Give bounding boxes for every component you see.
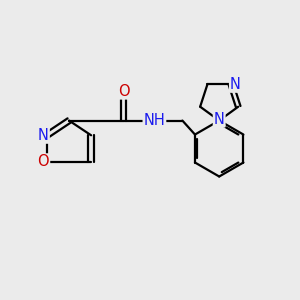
Text: O: O [38, 154, 49, 169]
Text: NH: NH [143, 113, 165, 128]
Text: N: N [214, 112, 225, 127]
Text: O: O [118, 84, 129, 99]
Text: N: N [230, 77, 241, 92]
Text: N: N [38, 128, 49, 143]
